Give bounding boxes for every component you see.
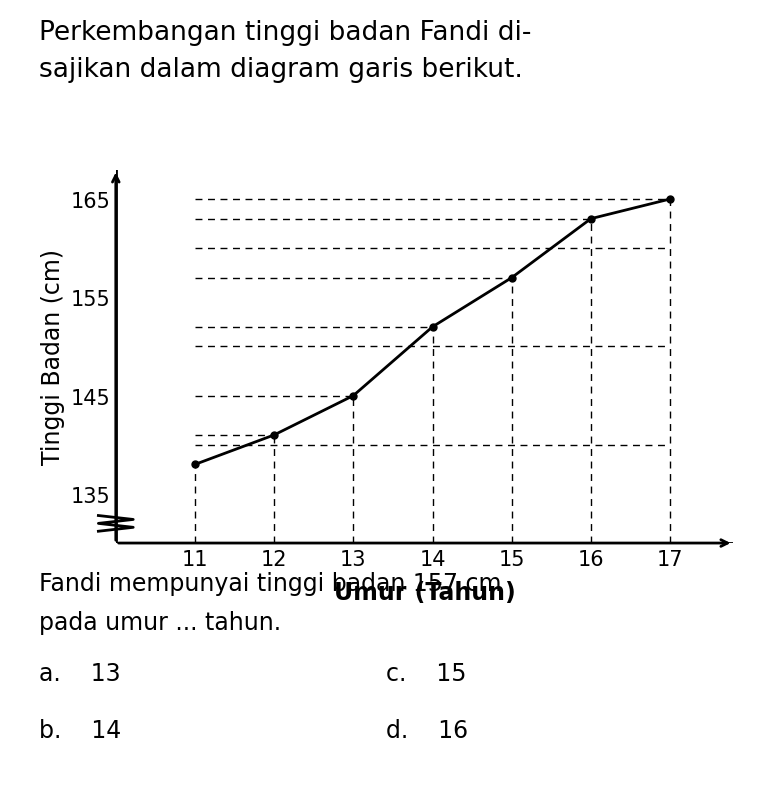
Text: Perkembangan tinggi badan Fandi di-: Perkembangan tinggi badan Fandi di- — [39, 20, 531, 46]
Point — [268, 429, 280, 442]
Point — [664, 193, 676, 206]
Text: sajikan dalam diagram garis berikut.: sajikan dalam diagram garis berikut. — [39, 57, 523, 83]
Text: Fandi mempunyai tinggi badan 157 cm: Fandi mempunyai tinggi badan 157 cm — [39, 572, 501, 596]
Point — [189, 458, 201, 471]
Point — [584, 213, 597, 226]
Text: pada umur ... tahun.: pada umur ... tahun. — [39, 610, 281, 634]
X-axis label: Umur (Tahun): Umur (Tahun) — [334, 580, 516, 604]
Text: d.    16: d. 16 — [386, 718, 468, 742]
Text: c.    15: c. 15 — [386, 661, 466, 685]
Point — [347, 389, 360, 402]
Point — [506, 272, 518, 285]
Text: b.    14: b. 14 — [39, 718, 121, 742]
Y-axis label: Tinggi Badan (cm): Tinggi Badan (cm) — [41, 249, 65, 465]
Text: a.    13: a. 13 — [39, 661, 120, 685]
Point — [426, 321, 438, 334]
